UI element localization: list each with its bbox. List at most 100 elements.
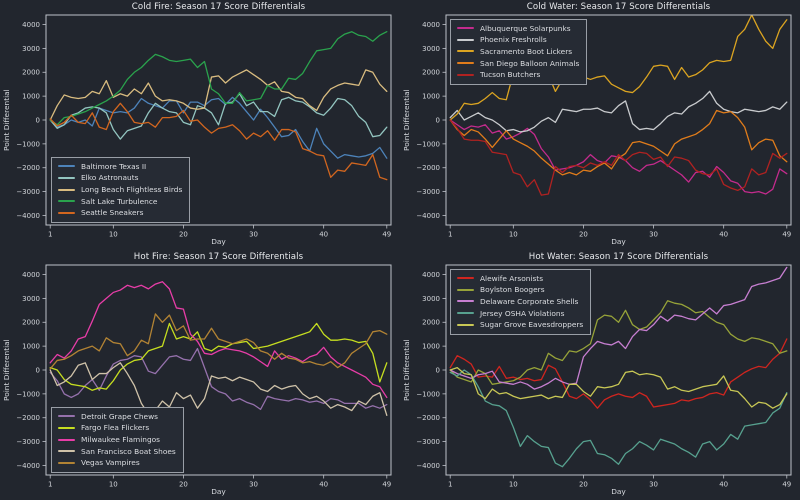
series-line-baltimore-texas-ii: [49, 96, 388, 159]
axes-frame: [45, 14, 392, 226]
legend-item: Fargo Flea Flickers: [58, 423, 176, 434]
legend-item: Long Beach Flightless Birds: [58, 184, 182, 195]
y-tick-label: 4000: [422, 271, 440, 279]
x-tick-label: 10: [109, 481, 118, 489]
x-tick-label: 30: [649, 231, 658, 239]
y-tick-label: −1000: [16, 140, 40, 148]
y-axis-label: Point Differential: [2, 89, 11, 151]
legend-line-swatch: [58, 176, 75, 179]
series-line-seattle-sneakers: [49, 102, 388, 181]
y-tick-label: 2000: [22, 319, 40, 327]
y-tick-label: −4000: [16, 462, 40, 470]
legend-item: Alewife Arsonists: [457, 273, 583, 284]
legend-label: Fargo Flea Flickers: [81, 423, 150, 433]
legend-item: Jersey OSHA Violations: [457, 308, 583, 319]
series-line-detroit-grape-chews: [49, 347, 388, 411]
x-tick-label: 10: [109, 231, 118, 239]
legend-cold-fire: Baltimore Texas II Elko Astronauts Long …: [51, 157, 191, 223]
series-line-tucson-butchers: [449, 119, 788, 196]
cold-water-plot-area: −4000 −3000 −2000 −1000 0 1000 2000 3000 4000 1 10…: [416, 14, 792, 239]
legend-line-swatch: [58, 211, 75, 214]
y-tick-label: −3000: [416, 188, 440, 196]
series-line-phoenix-freshrolls: [449, 90, 788, 133]
x-tick-label: 40: [319, 481, 328, 489]
legend-item: Phoenix Freshrolls: [457, 35, 579, 46]
series-line-milwaukee-flamingos: [49, 281, 388, 399]
legend-label: Vegas Vampires: [81, 458, 140, 468]
legend-item: Sacramento Boot Lickers: [457, 46, 579, 57]
legend-item: Delaware Corporate Shells: [457, 296, 583, 307]
legend-label: Phoenix Freshrolls: [480, 35, 547, 45]
legend-line-swatch: [457, 300, 474, 303]
legend-item: Seattle Sneakers: [58, 207, 182, 218]
x-tick-label: 1: [448, 231, 452, 239]
legend-item: Tucson Butchers: [457, 69, 579, 80]
legend-line-swatch: [457, 73, 474, 76]
subplot-cold-fire: −4000 −3000 −2000 −1000 0 1000 2000 3000 4000 1 10…: [0, 0, 400, 250]
series-line-sacramento-boot-lickers: [449, 15, 788, 121]
legend-label: Elko Astronauts: [81, 173, 139, 183]
legend-item: Albuquerque Solarpunks: [457, 23, 579, 34]
x-tick-label: 40: [319, 231, 328, 239]
legend-item: San Francisco Boat Shoes: [58, 446, 176, 457]
legend-item: Vegas Vampires: [58, 457, 176, 468]
series-line-albuquerque-solarpunks: [449, 119, 788, 195]
x-tick-label: 49: [382, 481, 391, 489]
legend-line-swatch: [457, 38, 474, 41]
axes-frame: [445, 264, 792, 476]
series-line-sugar-grove-eavesdroppers: [449, 366, 788, 409]
legend-label: Salt Lake Turbulence: [81, 196, 158, 206]
series-line-long-beach-flightless-birds: [49, 69, 388, 121]
legend-item: Detroit Grape Chews: [58, 411, 176, 422]
subplot-hot-water: −4000 −3000 −2000 −1000 0 1000 2000 3000 4000 1 10…: [400, 250, 800, 500]
axes-frame: [45, 264, 392, 476]
y-tick-label: 4000: [22, 21, 40, 29]
legend-label: Seattle Sneakers: [81, 208, 144, 218]
y-tick-label: −2000: [16, 164, 40, 172]
y-tick-label: 0: [36, 366, 40, 374]
series-line-alewife-arsonists: [449, 338, 788, 409]
legend-item: Baltimore Texas II: [58, 161, 182, 172]
y-tick-label: 4000: [22, 271, 40, 279]
legend-item: Boylston Boogers: [457, 285, 583, 296]
y-tick-label: 3000: [22, 45, 40, 53]
legend-line-swatch: [457, 62, 474, 65]
y-tick-label: −2000: [416, 164, 440, 172]
y-tick-label: 1000: [22, 343, 40, 351]
x-tick-label: 30: [249, 481, 258, 489]
x-tick-label: 30: [649, 481, 658, 489]
legend-label: Detroit Grape Chews: [81, 411, 159, 421]
y-tick-label: −2000: [16, 414, 40, 422]
y-tick-label: −3000: [416, 438, 440, 446]
y-tick-label: 0: [36, 116, 40, 124]
axes-frame: [445, 14, 792, 226]
series-line-elko-astronauts: [49, 93, 388, 140]
x-tick-label: 10: [509, 231, 518, 239]
legend-line-swatch: [457, 288, 474, 291]
x-tick-label: 1: [48, 481, 52, 489]
y-axis-label: Point Differential: [2, 339, 11, 401]
legend-line-swatch: [58, 200, 75, 203]
legend-line-swatch: [58, 438, 75, 441]
y-tick-label: −1000: [416, 140, 440, 148]
y-tick-label: 0: [436, 116, 440, 124]
series-line-salt-lake-turbulence: [49, 31, 388, 126]
y-tick-label: 2000: [22, 69, 40, 77]
legend-item: Milwaukee Flamingos: [58, 434, 176, 445]
x-tick-label: 10: [509, 481, 518, 489]
legend-label: Alewife Arsonists: [480, 273, 544, 283]
legend-item: Elko Astronauts: [58, 173, 182, 184]
y-tick-label: 4000: [422, 21, 440, 29]
y-tick-label: −3000: [16, 188, 40, 196]
x-tick-label: 49: [782, 231, 791, 239]
x-axis-label: Day: [611, 237, 626, 246]
series-line-delaware-corporate-shells: [449, 266, 788, 390]
legend-item: Salt Lake Turbulence: [58, 196, 182, 207]
legend-line-swatch: [58, 461, 75, 464]
x-tick-label: 49: [782, 481, 791, 489]
legend-hot-fire: Detroit Grape Chews Fargo Flea Flickers …: [51, 407, 184, 473]
x-tick-label: 20: [179, 231, 188, 239]
legend-label: Long Beach Flightless Birds: [81, 185, 183, 195]
legend-label: Milwaukee Flamingos: [81, 435, 161, 445]
series-line-boylston-boogers: [449, 300, 788, 385]
